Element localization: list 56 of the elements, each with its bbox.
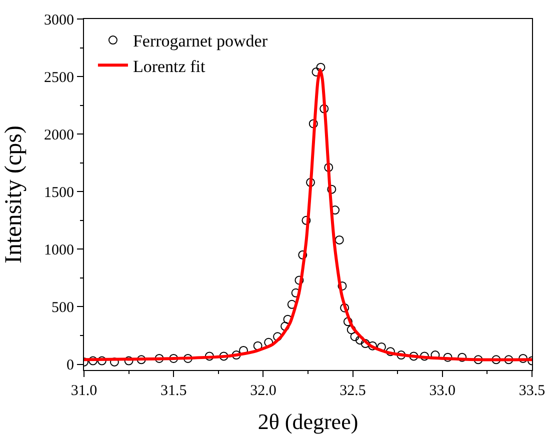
point (110, 357, 119, 366)
point (338, 281, 347, 290)
point (302, 216, 311, 225)
point (280, 322, 290, 331)
point (340, 303, 350, 312)
x-tick-label: 31.0 (70, 383, 98, 399)
y-tick-label: 2000 (44, 127, 74, 144)
y-tick-label: 0 (66, 358, 74, 374)
y-tick-label: 500 (52, 300, 74, 316)
x-tick-label: 32.5 (340, 383, 366, 399)
point (518, 354, 528, 363)
point (324, 162, 334, 172)
point (458, 352, 467, 362)
point (320, 104, 329, 114)
y-tick-label: 2500 (44, 70, 74, 86)
x-tick-label: 33.0 (429, 383, 456, 399)
point (253, 341, 262, 350)
point (368, 341, 378, 350)
point (504, 355, 514, 364)
point (443, 352, 452, 362)
x-tick-label: 33.5 (518, 383, 546, 399)
point (492, 355, 501, 364)
x-axis-title: 2θ (degree) (258, 408, 358, 434)
point (136, 355, 146, 364)
y-tick-label: 3000 (44, 12, 74, 28)
point (294, 276, 304, 285)
point (169, 354, 178, 363)
point (183, 354, 192, 363)
legend-label: Ferrogarnet powder (132, 32, 268, 51)
x-tick-label: 32.0 (250, 383, 276, 399)
point (316, 62, 326, 72)
point (474, 355, 483, 364)
point (88, 356, 98, 366)
point (327, 184, 336, 194)
point (334, 235, 344, 244)
point (346, 325, 356, 334)
point (343, 317, 352, 326)
point (298, 250, 308, 260)
x-tick-label: 31.5 (160, 383, 187, 399)
point (204, 352, 214, 361)
point (219, 352, 228, 361)
point (386, 347, 395, 356)
y-tick-label: 1500 (44, 184, 74, 201)
point (232, 350, 241, 360)
point (409, 352, 418, 361)
point (97, 356, 106, 366)
point (420, 352, 429, 361)
point (154, 354, 164, 363)
point (306, 178, 316, 187)
point (124, 356, 134, 366)
point (360, 339, 370, 348)
point (396, 350, 406, 360)
point (308, 119, 318, 128)
legend-label: Lorentz fit (132, 56, 206, 76)
y-axis-title: Intensity (cps) (1, 126, 28, 264)
y-tick-label: 1000 (44, 242, 74, 258)
